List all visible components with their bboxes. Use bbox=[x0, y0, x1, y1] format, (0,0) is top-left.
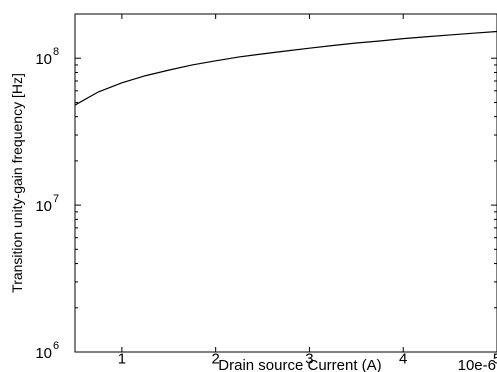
plot-frame bbox=[74, 13, 497, 353]
y-tick-exponent: 8 bbox=[53, 46, 59, 58]
x-axis-label: Drain source Current (A) bbox=[218, 357, 381, 372]
y-axis-label: Transition unity-gain frequency [Hz] bbox=[9, 73, 25, 293]
y-tick-exponent: 7 bbox=[53, 193, 59, 205]
x-tick-label: 2 bbox=[211, 350, 219, 367]
x-tick-label: 1 bbox=[118, 350, 126, 367]
y-tick-label: 10 bbox=[35, 51, 52, 68]
x-tick-label: 4 bbox=[399, 350, 407, 367]
x-tick-label: 3 bbox=[305, 350, 313, 367]
y-tick-exponent: 6 bbox=[53, 340, 59, 352]
y-tick-label: 10 bbox=[35, 198, 52, 215]
series-line bbox=[74, 30, 497, 106]
x-tick-label: 5 bbox=[493, 350, 497, 367]
y-tick-label: 10 bbox=[35, 345, 52, 362]
x-multiplier-label: 10e-6 bbox=[458, 357, 496, 372]
